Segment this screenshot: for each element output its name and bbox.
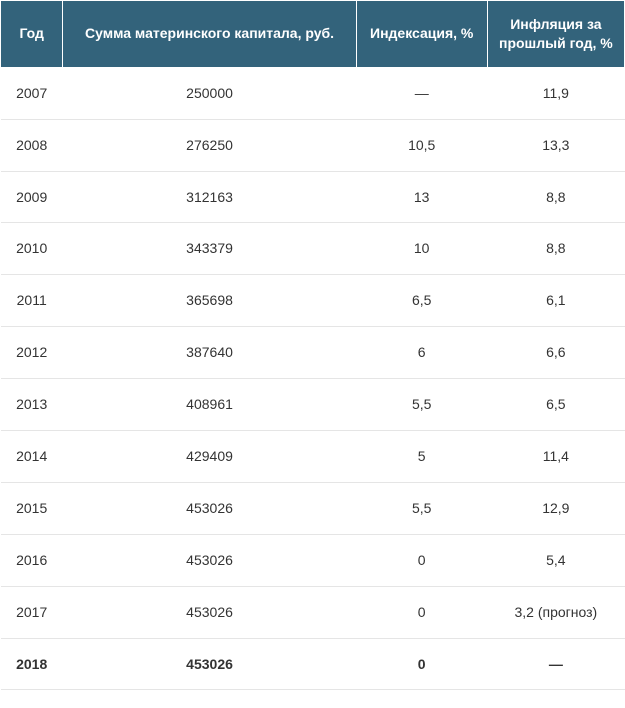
cell-year: 2015 xyxy=(1,482,63,534)
cell-inflation: 8,8 xyxy=(487,223,624,275)
col-header-indexation: Индексация, % xyxy=(356,1,487,68)
cell-year: 2014 xyxy=(1,431,63,483)
cell-indexation: 0 xyxy=(356,534,487,586)
cell-indexation: 5,5 xyxy=(356,482,487,534)
cell-inflation: — xyxy=(487,638,624,690)
cell-inflation: 13,3 xyxy=(487,119,624,171)
cell-indexation: 5 xyxy=(356,431,487,483)
col-header-amount: Сумма материнского капитала, руб. xyxy=(63,1,356,68)
cell-amount: 387640 xyxy=(63,327,356,379)
cell-amount: 453026 xyxy=(63,482,356,534)
cell-inflation: 8,8 xyxy=(487,171,624,223)
cell-year: 2008 xyxy=(1,119,63,171)
cell-amount: 365698 xyxy=(63,275,356,327)
maternity-capital-table: Год Сумма материнского капитала, руб. Ин… xyxy=(0,0,625,690)
table-row: 200827625010,513,3 xyxy=(1,119,625,171)
cell-indexation: — xyxy=(356,67,487,119)
table-header: Год Сумма материнского капитала, руб. Ин… xyxy=(1,1,625,68)
cell-year: 2011 xyxy=(1,275,63,327)
cell-inflation: 5,4 xyxy=(487,534,624,586)
cell-amount: 276250 xyxy=(63,119,356,171)
table-row: 20134089615,56,5 xyxy=(1,379,625,431)
table-row: 2014429409511,4 xyxy=(1,431,625,483)
cell-amount: 312163 xyxy=(63,171,356,223)
table-row: 20113656986,56,1 xyxy=(1,275,625,327)
cell-inflation: 6,6 xyxy=(487,327,624,379)
cell-amount: 250000 xyxy=(63,67,356,119)
cell-indexation: 0 xyxy=(356,638,487,690)
cell-amount: 453026 xyxy=(63,638,356,690)
col-header-year: Год xyxy=(1,1,63,68)
col-header-inflation: Инфляция за прошлый год, % xyxy=(487,1,624,68)
cell-year: 2016 xyxy=(1,534,63,586)
cell-amount: 343379 xyxy=(63,223,356,275)
cell-year: 2010 xyxy=(1,223,63,275)
cell-inflation: 11,9 xyxy=(487,67,624,119)
cell-inflation: 3,2 (прогноз) xyxy=(487,586,624,638)
cell-inflation: 6,5 xyxy=(487,379,624,431)
cell-inflation: 11,4 xyxy=(487,431,624,483)
cell-indexation: 6 xyxy=(356,327,487,379)
table-body: 2007250000—11,9200827625010,513,32009312… xyxy=(1,67,625,690)
cell-year: 2012 xyxy=(1,327,63,379)
cell-inflation: 6,1 xyxy=(487,275,624,327)
cell-year: 2009 xyxy=(1,171,63,223)
cell-year: 2018 xyxy=(1,638,63,690)
cell-indexation: 10,5 xyxy=(356,119,487,171)
cell-amount: 429409 xyxy=(63,431,356,483)
table-row: 2007250000—11,9 xyxy=(1,67,625,119)
cell-indexation: 5,5 xyxy=(356,379,487,431)
table-row: 201645302605,4 xyxy=(1,534,625,586)
cell-year: 2017 xyxy=(1,586,63,638)
cell-indexation: 6,5 xyxy=(356,275,487,327)
cell-amount: 453026 xyxy=(63,534,356,586)
cell-indexation: 0 xyxy=(356,586,487,638)
table-row: 2010343379108,8 xyxy=(1,223,625,275)
cell-year: 2013 xyxy=(1,379,63,431)
table-row: 201238764066,6 xyxy=(1,327,625,379)
cell-indexation: 13 xyxy=(356,171,487,223)
table-row: 20154530265,512,9 xyxy=(1,482,625,534)
cell-indexation: 10 xyxy=(356,223,487,275)
cell-inflation: 12,9 xyxy=(487,482,624,534)
table-row: 2009312163138,8 xyxy=(1,171,625,223)
cell-amount: 408961 xyxy=(63,379,356,431)
table-row: 20184530260— xyxy=(1,638,625,690)
cell-amount: 453026 xyxy=(63,586,356,638)
cell-year: 2007 xyxy=(1,67,63,119)
table-row: 201745302603,2 (прогноз) xyxy=(1,586,625,638)
